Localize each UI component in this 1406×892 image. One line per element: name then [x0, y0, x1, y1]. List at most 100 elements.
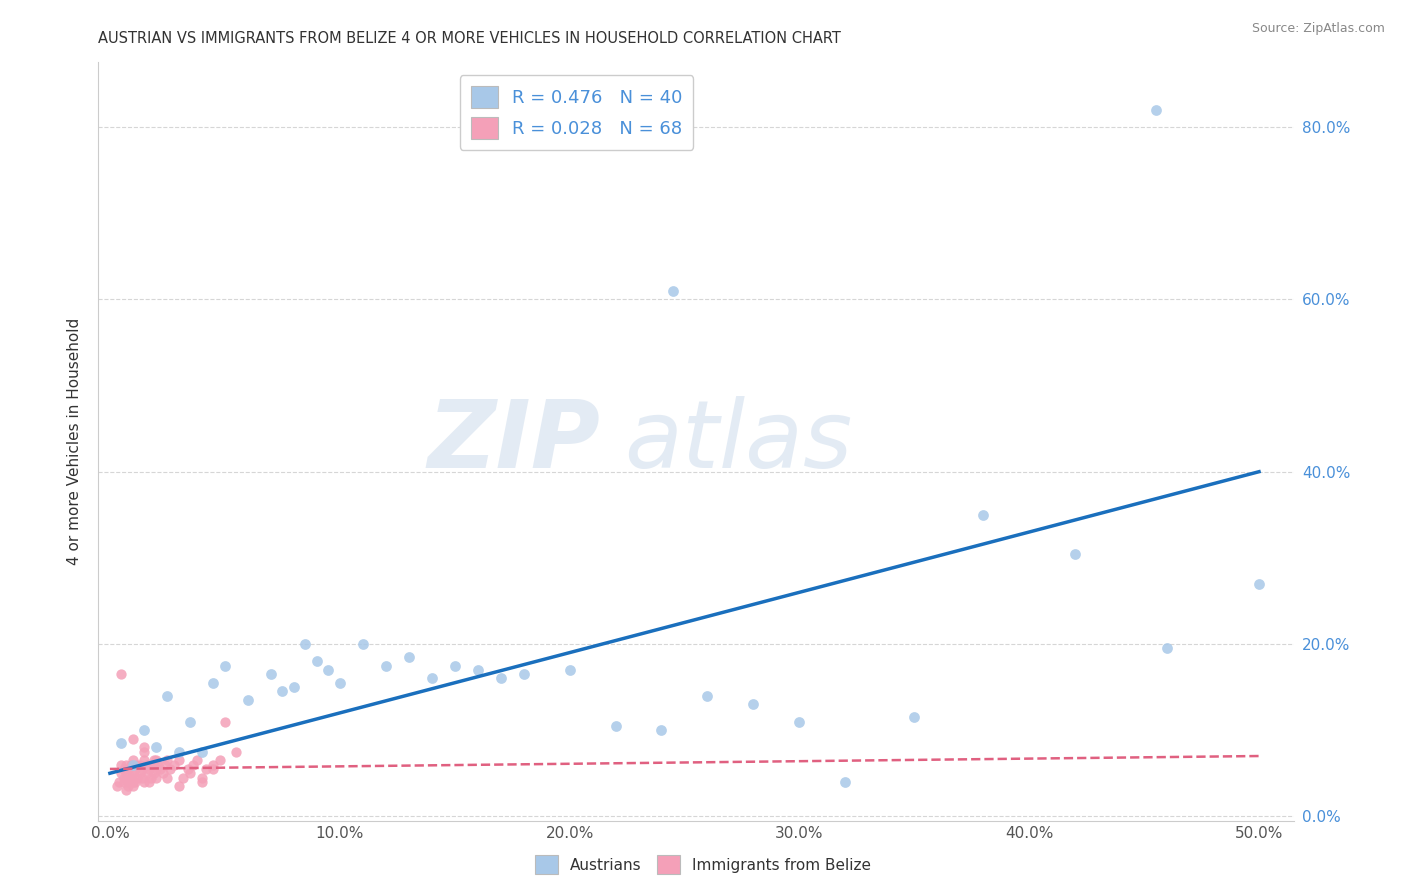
Point	[742, 698, 765, 712]
Point	[138, 762, 160, 776]
Point	[1144, 103, 1167, 117]
Point	[145, 740, 167, 755]
Point	[179, 766, 201, 780]
Point	[283, 680, 305, 694]
Point	[128, 766, 150, 780]
Point	[167, 745, 190, 759]
Point	[112, 762, 135, 776]
Point	[172, 771, 194, 785]
Point	[834, 775, 856, 789]
Point	[108, 775, 131, 789]
Point	[152, 766, 174, 780]
Point	[191, 775, 214, 789]
Point	[209, 753, 232, 767]
Point	[110, 757, 132, 772]
Point	[558, 663, 581, 677]
Point	[294, 637, 316, 651]
Point	[128, 757, 150, 772]
Point	[115, 783, 138, 797]
Point	[145, 753, 167, 767]
Point	[420, 672, 443, 686]
Point	[145, 771, 167, 785]
Point	[122, 757, 145, 772]
Point	[153, 757, 176, 772]
Point	[142, 766, 165, 780]
Point	[489, 672, 512, 686]
Legend: R = 0.476   N = 40, R = 0.028   N = 68: R = 0.476 N = 40, R = 0.028 N = 68	[460, 75, 693, 150]
Point	[122, 779, 145, 793]
Text: atlas: atlas	[624, 396, 852, 487]
Legend: Austrians, Immigrants from Belize: Austrians, Immigrants from Belize	[529, 849, 877, 880]
Point	[134, 723, 156, 738]
Point	[156, 771, 179, 785]
Point	[202, 757, 225, 772]
Point	[236, 693, 259, 707]
Point	[186, 753, 208, 767]
Point	[122, 753, 145, 767]
Point	[135, 766, 157, 780]
Point	[105, 779, 128, 793]
Point	[1247, 576, 1270, 591]
Point	[122, 731, 145, 746]
Point	[329, 675, 352, 690]
Point	[467, 663, 489, 677]
Point	[972, 508, 994, 522]
Point	[181, 757, 204, 772]
Point	[124, 762, 146, 776]
Point	[148, 757, 170, 772]
Point	[163, 757, 186, 772]
Point	[112, 771, 135, 785]
Point	[131, 762, 153, 776]
Point	[145, 762, 167, 776]
Point	[662, 284, 685, 298]
Point	[195, 762, 218, 776]
Point	[120, 757, 142, 772]
Point	[374, 658, 396, 673]
Point	[214, 714, 236, 729]
Point	[156, 753, 179, 767]
Point	[156, 689, 179, 703]
Point	[115, 766, 138, 780]
Point	[1064, 547, 1087, 561]
Point	[177, 762, 200, 776]
Point	[135, 757, 157, 772]
Point	[305, 654, 328, 668]
Point	[191, 745, 214, 759]
Point	[122, 775, 145, 789]
Point	[120, 771, 142, 785]
Point	[191, 771, 214, 785]
Point	[110, 766, 132, 780]
Point	[202, 762, 225, 776]
Point	[117, 762, 139, 776]
Point	[352, 637, 374, 651]
Point	[443, 658, 465, 673]
Point	[696, 689, 718, 703]
Point	[134, 775, 156, 789]
Point	[127, 757, 149, 772]
Point	[167, 779, 190, 793]
Text: ZIP: ZIP	[427, 395, 600, 488]
Point	[110, 736, 132, 750]
Point	[124, 775, 146, 789]
Point	[225, 745, 247, 759]
Point	[159, 762, 181, 776]
Point	[120, 771, 142, 785]
Point	[202, 675, 225, 690]
Point	[512, 667, 534, 681]
Text: Source: ZipAtlas.com: Source: ZipAtlas.com	[1251, 22, 1385, 36]
Point	[117, 775, 139, 789]
Point	[131, 771, 153, 785]
Point	[789, 714, 811, 729]
Point	[260, 667, 283, 681]
Point	[115, 757, 138, 772]
Point	[398, 649, 420, 664]
Point	[117, 779, 139, 793]
Point	[127, 771, 149, 785]
Point	[138, 775, 160, 789]
Point	[134, 753, 156, 767]
Point	[142, 753, 165, 767]
Point	[149, 762, 172, 776]
Point	[605, 719, 627, 733]
Point	[316, 663, 339, 677]
Point	[1156, 641, 1178, 656]
